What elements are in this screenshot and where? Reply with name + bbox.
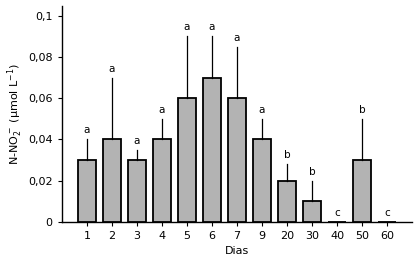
X-axis label: Dias: Dias: [225, 247, 249, 256]
Bar: [228, 98, 246, 222]
Text: a: a: [159, 105, 165, 115]
Bar: [127, 160, 146, 222]
Bar: [252, 139, 271, 222]
Text: b: b: [284, 150, 291, 160]
Text: a: a: [259, 105, 265, 115]
Text: a: a: [234, 33, 240, 43]
Bar: [303, 201, 321, 222]
Y-axis label: N-NO$_2^-$ (μmol L$^{-1}$): N-NO$_2^-$ (μmol L$^{-1}$): [5, 63, 25, 165]
Bar: [77, 160, 96, 222]
Bar: [353, 160, 372, 222]
Text: a: a: [84, 125, 90, 135]
Text: a: a: [209, 22, 215, 32]
Text: c: c: [334, 208, 340, 218]
Text: a: a: [109, 64, 115, 74]
Bar: [102, 139, 121, 222]
Bar: [203, 78, 222, 222]
Text: b: b: [359, 105, 365, 115]
Text: c: c: [384, 208, 390, 218]
Bar: [278, 181, 296, 222]
Text: a: a: [184, 22, 190, 32]
Text: b: b: [309, 167, 315, 177]
Bar: [178, 98, 196, 222]
Bar: [153, 139, 171, 222]
Text: a: a: [134, 136, 140, 146]
